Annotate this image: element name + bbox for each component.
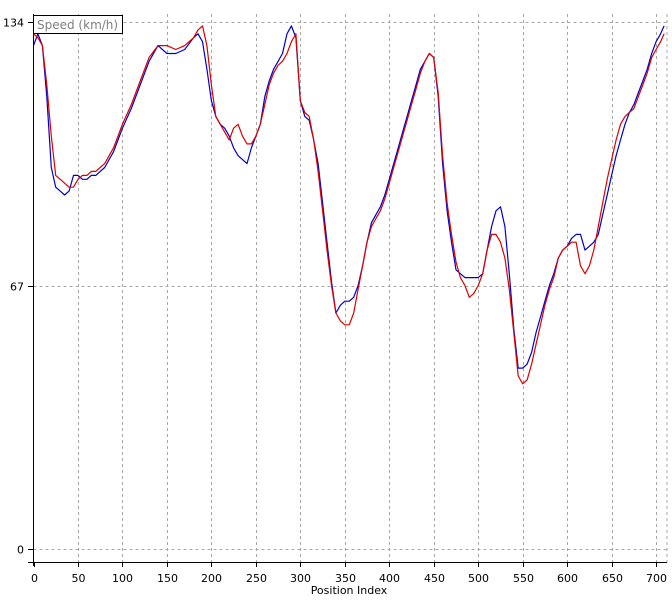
x-tick-label: 250	[246, 572, 267, 585]
x-tick-label: 700	[646, 572, 667, 585]
axes	[28, 14, 667, 566]
x-tick-label: 600	[557, 572, 578, 585]
x-tick-label: 200	[201, 572, 222, 585]
series-line-2	[33, 25, 665, 385]
x-tick-label: 300	[290, 572, 311, 585]
x-tick-label: 0	[31, 572, 38, 585]
x-tick-label: 650	[602, 572, 623, 585]
x-tick-label: 400	[379, 572, 400, 585]
x-tick-label: 450	[424, 572, 445, 585]
y-tick-label: 0	[17, 544, 24, 557]
legend: Speed (km/h)	[33, 15, 123, 34]
y-tick-label: 134	[3, 17, 24, 30]
x-tick-label: 100	[112, 572, 133, 585]
y-tick-label: 67	[10, 281, 24, 294]
x-tick-label: 500	[468, 572, 489, 585]
x-tick-label: 150	[157, 572, 178, 585]
tick-labels: 0 50 100 150 200 250 300 350 400 450 500 550 600 650 7…	[3, 17, 667, 586]
x-tick-label: 350	[335, 572, 356, 585]
legend-box	[33, 15, 123, 34]
legend-label: Speed (km/h)	[37, 18, 118, 32]
gridlines	[33, 14, 668, 563]
x-tick-label: 50	[72, 572, 86, 585]
x-axis-title: Position Index	[311, 584, 388, 597]
series-lines	[32, 25, 665, 385]
x-tick-label: 550	[513, 572, 534, 585]
